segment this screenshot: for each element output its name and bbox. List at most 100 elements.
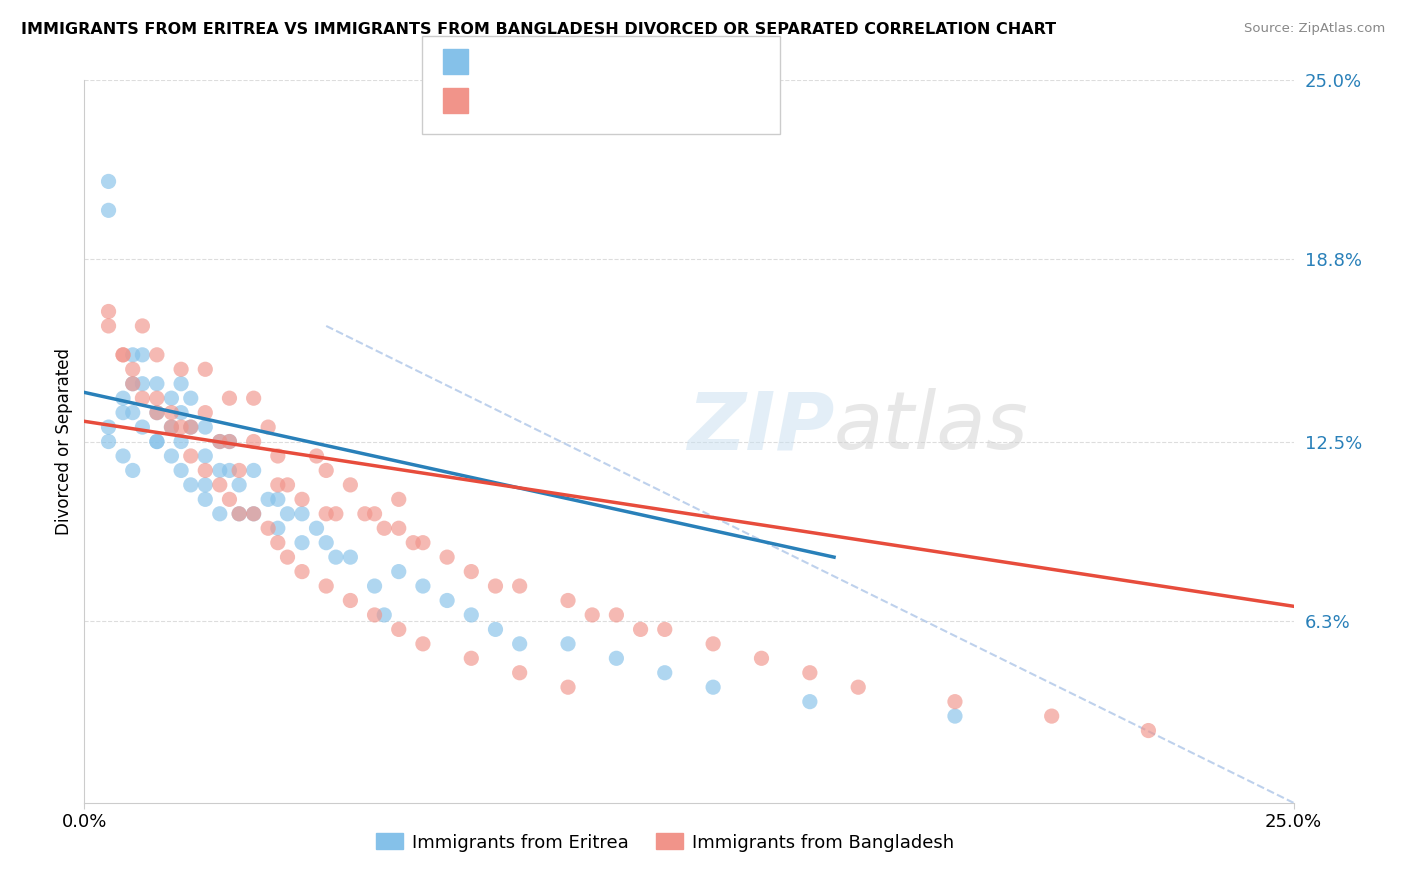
Point bbox=[146, 406, 169, 420]
Point bbox=[605, 607, 627, 622]
Point bbox=[194, 449, 217, 463]
Point bbox=[228, 507, 250, 521]
Point bbox=[160, 391, 183, 405]
Point bbox=[97, 203, 120, 218]
Point bbox=[242, 507, 264, 521]
Point bbox=[291, 507, 314, 521]
Point bbox=[373, 607, 395, 622]
Point bbox=[305, 449, 328, 463]
Point bbox=[160, 449, 183, 463]
Point bbox=[228, 463, 250, 477]
Point bbox=[846, 680, 869, 694]
Point bbox=[654, 623, 676, 637]
Point bbox=[146, 348, 169, 362]
Point bbox=[228, 507, 250, 521]
Point bbox=[194, 492, 217, 507]
Text: R = -0.264   N = 65: R = -0.264 N = 65 bbox=[482, 51, 659, 69]
Point bbox=[242, 507, 264, 521]
Point bbox=[339, 550, 361, 565]
Point bbox=[146, 391, 169, 405]
Point bbox=[799, 695, 821, 709]
Point bbox=[388, 565, 411, 579]
Point bbox=[315, 579, 337, 593]
Point bbox=[242, 463, 264, 477]
Point bbox=[121, 362, 143, 376]
Point bbox=[581, 607, 603, 622]
Point bbox=[460, 651, 482, 665]
Point bbox=[131, 348, 153, 362]
Point bbox=[363, 507, 385, 521]
Point bbox=[509, 579, 531, 593]
Point bbox=[97, 420, 120, 434]
Point bbox=[436, 593, 458, 607]
Point bbox=[325, 550, 347, 565]
Point bbox=[97, 174, 120, 188]
Point bbox=[276, 550, 298, 565]
Point bbox=[242, 391, 264, 405]
Point bbox=[257, 420, 280, 434]
Point bbox=[267, 535, 290, 549]
Point bbox=[112, 391, 135, 405]
Point bbox=[97, 304, 120, 318]
Point bbox=[557, 680, 579, 694]
Point bbox=[557, 593, 579, 607]
Point bbox=[436, 550, 458, 565]
Point bbox=[121, 406, 143, 420]
Point bbox=[170, 406, 193, 420]
Point bbox=[170, 463, 193, 477]
Point bbox=[267, 449, 290, 463]
Point bbox=[257, 521, 280, 535]
Point bbox=[315, 507, 337, 521]
Point bbox=[180, 420, 202, 434]
Point bbox=[412, 637, 434, 651]
Point bbox=[354, 507, 377, 521]
Point bbox=[751, 651, 773, 665]
Point bbox=[208, 478, 231, 492]
Point bbox=[943, 709, 966, 723]
Text: R = -0.359   N = 76: R = -0.359 N = 76 bbox=[482, 89, 659, 107]
Point bbox=[305, 521, 328, 535]
Point bbox=[170, 376, 193, 391]
Point bbox=[160, 406, 183, 420]
Point bbox=[325, 507, 347, 521]
Point bbox=[412, 535, 434, 549]
Point bbox=[131, 376, 153, 391]
Point bbox=[112, 348, 135, 362]
Point bbox=[315, 535, 337, 549]
Point bbox=[180, 449, 202, 463]
Point bbox=[170, 420, 193, 434]
Point bbox=[112, 348, 135, 362]
Point bbox=[121, 376, 143, 391]
Legend: Immigrants from Eritrea, Immigrants from Bangladesh: Immigrants from Eritrea, Immigrants from… bbox=[368, 826, 962, 859]
Point bbox=[484, 623, 506, 637]
Point bbox=[654, 665, 676, 680]
Point bbox=[291, 565, 314, 579]
Point bbox=[257, 492, 280, 507]
Point bbox=[112, 449, 135, 463]
Point bbox=[121, 348, 143, 362]
Point bbox=[97, 434, 120, 449]
Point bbox=[228, 478, 250, 492]
Point bbox=[194, 406, 217, 420]
Point bbox=[402, 535, 425, 549]
Point bbox=[170, 434, 193, 449]
Point bbox=[460, 607, 482, 622]
Point bbox=[276, 478, 298, 492]
Point bbox=[194, 463, 217, 477]
Point bbox=[267, 478, 290, 492]
Point bbox=[291, 492, 314, 507]
Point bbox=[460, 565, 482, 579]
Point bbox=[373, 521, 395, 535]
Point bbox=[218, 492, 240, 507]
Point bbox=[180, 420, 202, 434]
Point bbox=[339, 478, 361, 492]
Point bbox=[146, 376, 169, 391]
Point bbox=[170, 362, 193, 376]
Text: IMMIGRANTS FROM ERITREA VS IMMIGRANTS FROM BANGLADESH DIVORCED OR SEPARATED CORR: IMMIGRANTS FROM ERITREA VS IMMIGRANTS FR… bbox=[21, 22, 1056, 37]
Point bbox=[208, 463, 231, 477]
Point bbox=[276, 507, 298, 521]
Point bbox=[180, 478, 202, 492]
Point bbox=[180, 391, 202, 405]
Text: ZIP: ZIP bbox=[686, 388, 834, 467]
Point bbox=[799, 665, 821, 680]
